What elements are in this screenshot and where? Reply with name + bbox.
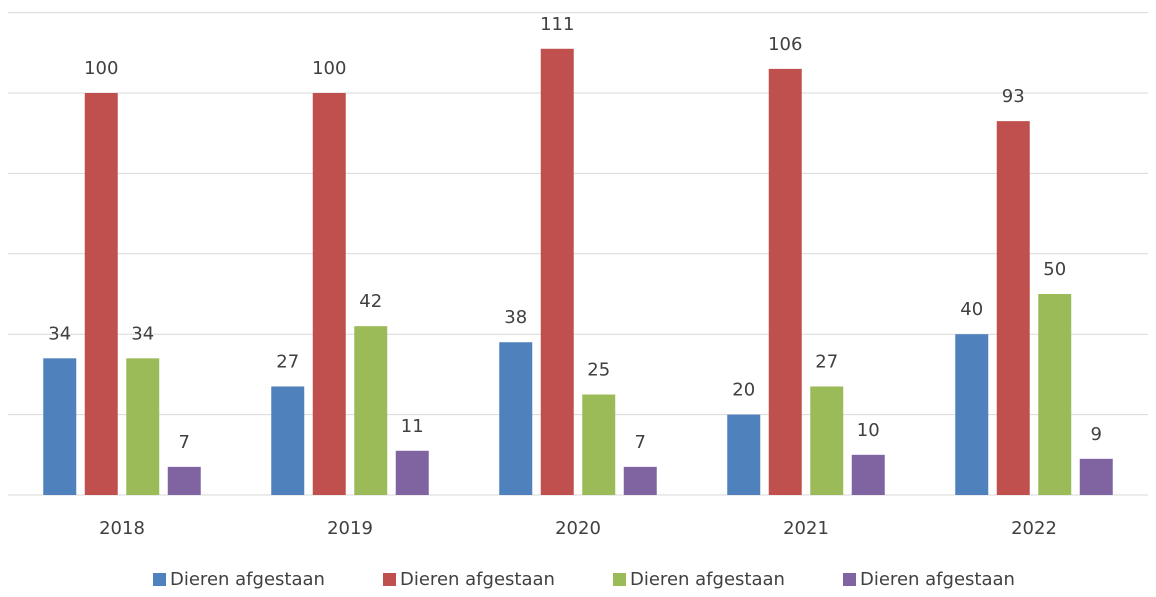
bar	[810, 386, 844, 495]
legend-label: Dieren afgestaan	[170, 569, 325, 590]
legend-swatch	[383, 573, 396, 586]
data-label: 100	[84, 58, 118, 79]
bar	[271, 386, 305, 495]
data-label: 7	[635, 432, 646, 453]
data-label: 42	[359, 291, 382, 312]
bar	[499, 342, 533, 495]
data-label: 106	[768, 34, 802, 55]
data-label: 9	[1091, 424, 1102, 445]
bar	[582, 394, 616, 495]
x-tick-label: 2021	[783, 518, 829, 539]
data-label: 10	[857, 420, 880, 441]
data-label: 27	[815, 351, 838, 372]
bar	[955, 334, 989, 495]
data-label: 111	[540, 14, 574, 35]
x-tick-label: 2018	[99, 518, 145, 539]
data-label: 40	[960, 299, 983, 320]
bar	[354, 326, 388, 495]
data-label: 34	[48, 323, 71, 344]
data-label: 100	[312, 58, 346, 79]
bar	[167, 466, 201, 495]
bar	[540, 48, 574, 495]
bar	[768, 68, 802, 495]
bar	[312, 93, 346, 495]
data-label: 38	[504, 307, 527, 328]
data-label: 93	[1002, 86, 1025, 107]
legend-label: Dieren afgestaan	[860, 569, 1015, 590]
legend-label: Dieren afgestaan	[630, 569, 785, 590]
data-label: 27	[276, 351, 299, 372]
data-label: 25	[587, 360, 610, 381]
bar	[996, 121, 1030, 495]
bar	[1079, 458, 1113, 495]
data-label: 34	[131, 323, 154, 344]
legend-swatch	[843, 573, 856, 586]
x-tick-label: 2022	[1011, 518, 1057, 539]
bar	[84, 93, 118, 495]
bar	[623, 466, 657, 495]
bar	[851, 454, 885, 495]
legend-label: Dieren afgestaan	[400, 569, 555, 590]
data-label: 50	[1043, 259, 1066, 280]
data-label: 7	[179, 432, 190, 453]
bar	[126, 358, 160, 495]
bar	[1038, 294, 1072, 495]
data-label: 20	[732, 380, 755, 401]
bar	[727, 414, 761, 495]
legend-swatch	[153, 573, 166, 586]
x-tick-label: 2020	[555, 518, 601, 539]
bar	[395, 450, 429, 495]
x-tick-label: 2019	[327, 518, 373, 539]
bar	[43, 358, 77, 495]
legend-swatch	[613, 573, 626, 586]
data-label: 11	[401, 416, 424, 437]
